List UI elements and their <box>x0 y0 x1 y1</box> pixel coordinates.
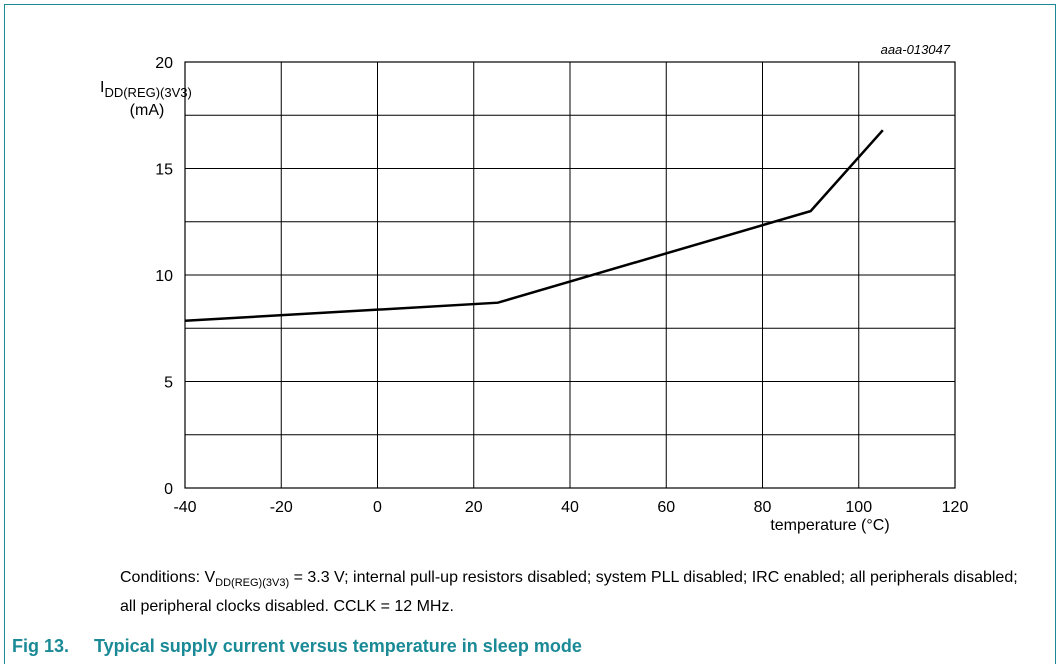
series-line <box>184 129 884 323</box>
y-tick-label: 0 <box>164 481 173 498</box>
supply-current-chart: -40 -20 0 20 40 60 80 100 120 0 5 10 15 20 aaa-013047 I… <box>100 42 969 534</box>
y-axis-label: IDD(REG)(3V3) <box>100 79 192 100</box>
conditions-text: = 3.3 V; internal pull-up resistors disa… <box>120 569 1018 616</box>
x-tick-label: 40 <box>561 499 579 516</box>
y-tick-label: 20 <box>155 55 173 72</box>
x-tick-label: 100 <box>845 499 872 516</box>
x-tick-label: 80 <box>754 499 772 516</box>
conditions-subscript: DD(REG)(3V3) <box>215 577 290 590</box>
x-tick-label: 60 <box>657 499 675 516</box>
x-tick-label: 20 <box>465 499 483 516</box>
conditions-prefix: Conditions: V <box>120 569 216 586</box>
plot-border <box>184 61 956 489</box>
figure-title: Typical supply current versus temperatur… <box>94 636 582 656</box>
y-axis-subscript: DD(REG)(3V3) <box>104 85 191 100</box>
y-axis-symbol: I <box>100 79 104 96</box>
y-tick-label: 10 <box>155 268 173 285</box>
figure-id-label: aaa-013047 <box>881 42 951 57</box>
x-tick-label: -20 <box>270 499 293 516</box>
x-axis-label: temperature (°C) <box>770 517 889 534</box>
x-tick-label: 0 <box>373 499 382 516</box>
conditions-note: Conditions: VDD(REG)(3V3) = 3.3 V; inter… <box>120 566 1030 619</box>
y-tick-label: 15 <box>155 162 173 179</box>
x-tick-label: 120 <box>942 499 969 516</box>
figure-caption: Fig 13. Typical supply current versus tem… <box>12 636 582 657</box>
y-axis-unit: (mA) <box>130 102 165 119</box>
figure-number: Fig 13. <box>12 636 70 656</box>
figure-frame <box>4 4 1056 664</box>
y-tick-label: 5 <box>164 375 173 392</box>
x-tick-label: -40 <box>173 499 196 516</box>
